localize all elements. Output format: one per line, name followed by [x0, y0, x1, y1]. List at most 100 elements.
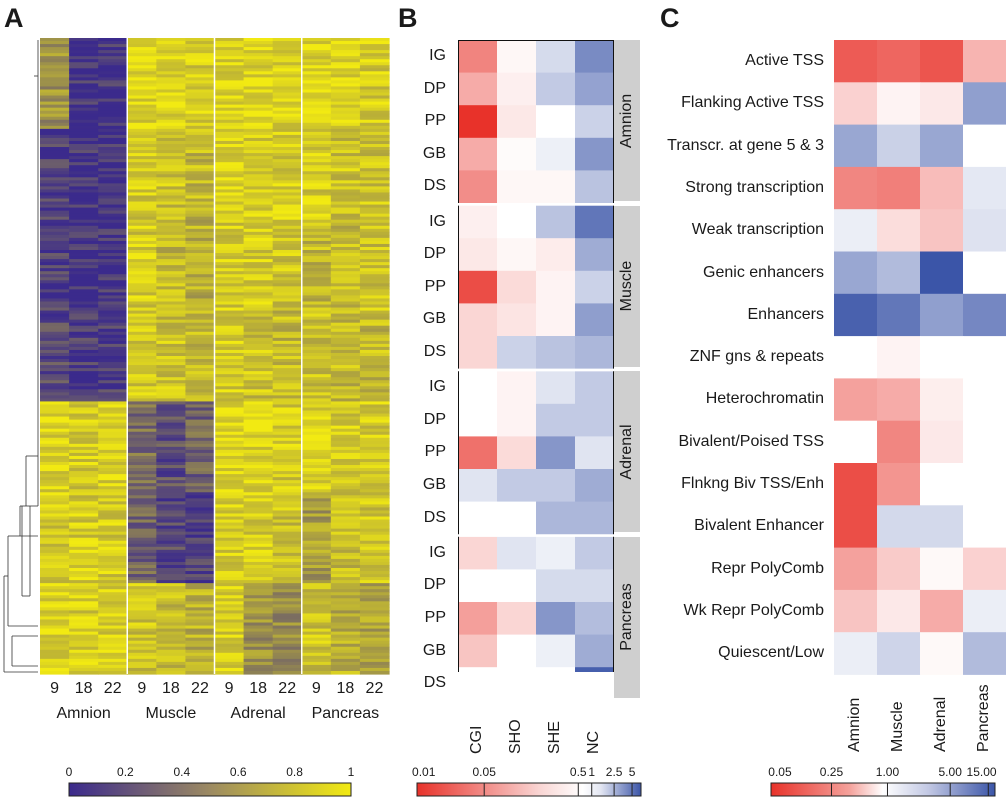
heatmap-cell [243, 592, 274, 596]
heatmap-cell [98, 555, 128, 560]
heatmap-cell [185, 253, 216, 257]
heatmap-cell [185, 101, 216, 106]
heatmap-cell [69, 510, 99, 515]
heatmap-cell [330, 259, 361, 263]
heatmap-cell [214, 522, 245, 527]
heatmap-cell [127, 607, 157, 611]
heatmap-cell [40, 331, 70, 336]
heatmap-cell [40, 428, 70, 433]
heatmap-cell [127, 383, 157, 387]
heatmap-cell [127, 513, 157, 518]
heatmap-cell [920, 378, 964, 422]
heatmap-cell [98, 140, 128, 145]
heatmap-cell [963, 505, 1006, 548]
heatmap-cell [359, 325, 390, 330]
heatmap-cell [40, 655, 70, 660]
heatmap-cell [214, 558, 245, 563]
heatmap-cell [156, 128, 187, 133]
heatmap-cell [359, 386, 390, 390]
heatmap-cell [330, 174, 361, 178]
heatmap-cell [185, 434, 216, 439]
heatmap-cell [330, 38, 361, 42]
heatmap-cell [243, 458, 274, 463]
heatmap-cell [69, 577, 99, 581]
heatmap-cell [359, 349, 390, 354]
heatmap-cell [69, 540, 99, 545]
heatmap-cell [127, 643, 157, 648]
heatmap-cell [575, 536, 614, 570]
heatmap-cell [301, 334, 332, 339]
heatmap-cell [272, 153, 303, 157]
heatmap-cell [185, 298, 216, 303]
heatmap-cell [243, 95, 274, 100]
heatmap-cell [359, 298, 390, 303]
heatmap-cell [40, 598, 70, 602]
heatmap-cell [69, 631, 99, 636]
heatmap-cell [127, 574, 157, 578]
heatmap-cell [127, 168, 157, 172]
heatmap-cell [69, 368, 99, 372]
heatmap-cell [185, 219, 216, 224]
heatmap-cell [40, 116, 70, 121]
heatmap-cell [98, 65, 128, 69]
heatmap-cell [359, 513, 390, 518]
heatmap-cell [69, 634, 99, 639]
heatmap-cell [214, 140, 245, 145]
heatmap-cell [156, 413, 187, 418]
heatmap-cell [156, 434, 187, 439]
heatmap-cell [127, 250, 157, 254]
heatmap-cell [69, 183, 99, 187]
heatmap-cell [330, 458, 361, 463]
heatmap-cell [214, 343, 245, 348]
heatmap-cell [243, 98, 274, 103]
heatmap-cell [272, 310, 303, 315]
heatmap-cell [301, 422, 332, 427]
heatmap-cell [127, 325, 157, 330]
heatmap-cell [359, 131, 390, 136]
heatmap-cell [301, 310, 332, 315]
heatmap-cell [301, 174, 332, 178]
heatmap-cell [214, 519, 245, 524]
heatmap-cell [156, 640, 187, 645]
heatmap-cell [359, 113, 390, 118]
heatmap-cell [69, 513, 99, 518]
heatmap-cell [243, 492, 274, 496]
heatmap-cell [156, 625, 187, 630]
heatmap-cell [301, 601, 332, 605]
heatmap-cell [272, 101, 303, 106]
heatmap-cell [458, 403, 498, 437]
heatmap-cell [272, 380, 303, 384]
heatmap-cell [214, 125, 245, 130]
heatmap-cell [214, 340, 245, 345]
heatmap-cell [301, 543, 332, 548]
heatmap-cell [185, 192, 216, 197]
heatmap-cell [243, 47, 274, 51]
heatmap-cell [156, 131, 187, 136]
heatmap-cell [156, 595, 187, 599]
group-tab: Muscle [614, 205, 640, 367]
heatmap-cell [330, 101, 361, 106]
heatmap-cell [185, 468, 216, 472]
heatmap-cell [243, 658, 274, 663]
heatmap-cell [536, 501, 576, 535]
heatmap-cell [127, 328, 157, 333]
heatmap-cell [359, 422, 390, 427]
heatmap-cell [98, 159, 128, 163]
heatmap-cell [69, 228, 99, 233]
heatmap-cell [301, 568, 332, 572]
heatmap-cell [575, 569, 614, 603]
heatmap-cell [69, 549, 99, 554]
heatmap-cell [536, 336, 576, 369]
heatmap-cell [156, 477, 187, 481]
heatmap-cell [359, 262, 390, 266]
heatmap-cell [185, 465, 216, 469]
heatmap-cell [301, 240, 332, 245]
heatmap-cell [330, 271, 361, 275]
heatmap-cell [98, 168, 128, 172]
heatmap-cell [185, 489, 216, 493]
heatmap-cell [69, 47, 99, 51]
heatmap-cell [98, 661, 128, 666]
heatmap-cell [272, 365, 303, 369]
heatmap-cell [243, 234, 274, 239]
heatmap-cell [243, 377, 274, 381]
